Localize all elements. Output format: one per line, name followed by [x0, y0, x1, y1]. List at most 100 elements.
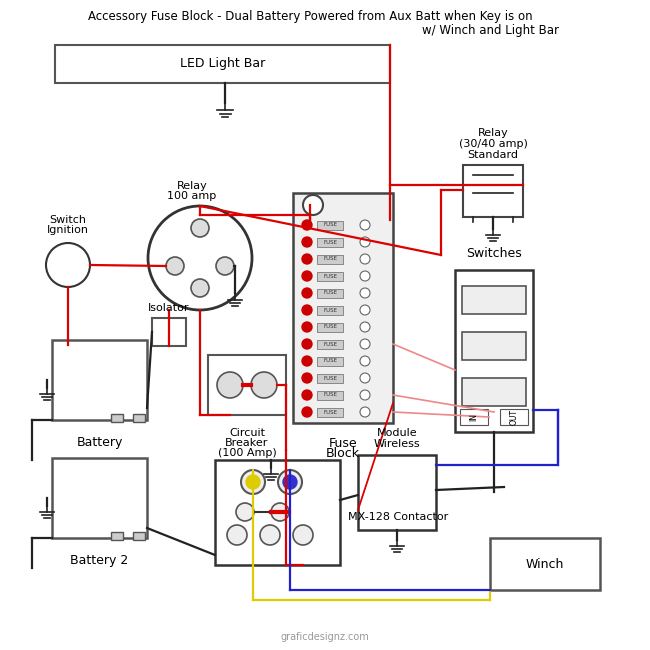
Text: Winch: Winch [526, 558, 564, 571]
Bar [358, 455, 436, 530]
Circle shape [46, 243, 90, 287]
Circle shape [360, 305, 370, 315]
Circle shape [360, 271, 370, 281]
Text: FUSE: FUSE [323, 291, 337, 296]
Circle shape [278, 470, 302, 494]
Text: LED Light Bar: LED Light Bar [180, 57, 265, 70]
Bar [463, 165, 523, 217]
Text: FUSE: FUSE [323, 257, 337, 261]
Text: Module: Module [377, 428, 417, 438]
Circle shape [166, 257, 184, 275]
Bar [317, 272, 343, 281]
Bar [52, 340, 147, 420]
Text: FUSE: FUSE [323, 222, 337, 227]
Circle shape [191, 279, 209, 297]
Text: FUSE: FUSE [323, 239, 337, 244]
Text: FUSE: FUSE [323, 341, 337, 346]
Text: Block: Block [326, 447, 360, 460]
Circle shape [271, 503, 289, 521]
Circle shape [260, 525, 280, 545]
Bar [111, 414, 123, 422]
Text: Accessory Fuse Block - Dual Battery Powered from Aux Batt when Key is on: Accessory Fuse Block - Dual Battery Powe… [88, 10, 532, 23]
Circle shape [302, 390, 312, 400]
Bar [462, 332, 526, 360]
Circle shape [236, 503, 254, 521]
Bar [317, 255, 343, 263]
Bar [317, 220, 343, 229]
Circle shape [251, 372, 277, 398]
Bar [111, 532, 123, 540]
Circle shape [302, 254, 312, 264]
Text: 100 amp: 100 amp [168, 191, 216, 201]
Circle shape [360, 373, 370, 383]
Text: FUSE: FUSE [323, 274, 337, 278]
Text: OUT: OUT [510, 409, 519, 425]
Bar [52, 458, 147, 538]
Bar [317, 289, 343, 298]
Circle shape [360, 254, 370, 264]
Bar [317, 374, 343, 382]
Circle shape [302, 271, 312, 281]
Circle shape [360, 220, 370, 230]
Text: FUSE: FUSE [323, 359, 337, 363]
Text: Wireless: Wireless [374, 439, 421, 449]
Text: Breaker: Breaker [226, 438, 268, 448]
Bar [462, 378, 526, 406]
Circle shape [302, 373, 312, 383]
Bar [317, 322, 343, 332]
Text: (100 Amp): (100 Amp) [218, 448, 276, 458]
Text: (30/40 amp): (30/40 amp) [458, 139, 527, 149]
Bar [317, 356, 343, 365]
Text: graficdesignz.com: graficdesignz.com [281, 632, 369, 642]
Circle shape [302, 407, 312, 417]
Bar [317, 391, 343, 400]
Circle shape [191, 219, 209, 237]
Circle shape [246, 475, 260, 489]
Bar [208, 355, 286, 415]
Bar [133, 532, 145, 540]
Text: Ignition: Ignition [47, 225, 89, 235]
Text: Relay: Relay [478, 128, 508, 138]
Circle shape [360, 339, 370, 349]
Text: Isolator: Isolator [148, 303, 190, 313]
Text: FUSE: FUSE [323, 376, 337, 380]
Bar [317, 237, 343, 246]
Circle shape [217, 372, 243, 398]
Bar [317, 306, 343, 315]
Text: MX-128 Contactor: MX-128 Contactor [348, 512, 448, 523]
Circle shape [302, 356, 312, 366]
Text: FUSE: FUSE [323, 324, 337, 330]
Circle shape [302, 322, 312, 332]
Text: Battery 2: Battery 2 [70, 554, 129, 567]
Text: Battery: Battery [76, 436, 123, 449]
Circle shape [302, 220, 312, 230]
Text: Standard: Standard [467, 150, 519, 160]
Text: Switches: Switches [466, 247, 522, 260]
Text: FUSE: FUSE [323, 410, 337, 415]
Circle shape [283, 475, 297, 489]
Text: Switch: Switch [49, 215, 86, 225]
Bar [133, 414, 145, 422]
Circle shape [227, 525, 247, 545]
Text: IN: IN [469, 413, 478, 421]
Bar [152, 318, 186, 346]
Text: FUSE: FUSE [323, 393, 337, 398]
Bar [293, 193, 393, 423]
Circle shape [302, 305, 312, 315]
Text: Relay: Relay [177, 181, 207, 191]
Circle shape [360, 356, 370, 366]
Circle shape [302, 288, 312, 298]
Circle shape [360, 288, 370, 298]
Circle shape [302, 237, 312, 247]
Bar [317, 339, 343, 348]
Circle shape [360, 237, 370, 247]
Bar [455, 270, 533, 432]
Text: FUSE: FUSE [323, 307, 337, 313]
Bar [317, 408, 343, 417]
Text: Fuse: Fuse [329, 437, 358, 450]
Circle shape [360, 390, 370, 400]
Circle shape [293, 525, 313, 545]
Text: Circuit: Circuit [229, 428, 265, 438]
Bar [462, 286, 526, 314]
Bar [215, 460, 340, 565]
